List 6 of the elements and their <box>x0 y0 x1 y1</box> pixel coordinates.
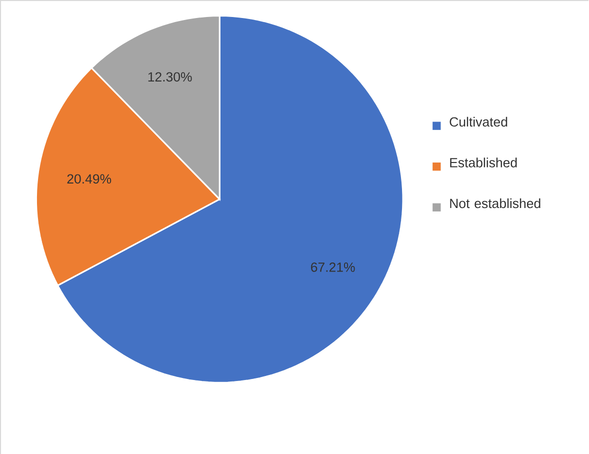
legend-label: Established <box>450 157 517 168</box>
legend-label: Cultivated <box>450 116 508 126</box>
legend-label: Not established <box>450 198 540 208</box>
data-label: 12.30% <box>148 72 192 82</box>
data-label: 20.49% <box>67 174 112 184</box>
data-label: 67.21% <box>311 262 355 272</box>
